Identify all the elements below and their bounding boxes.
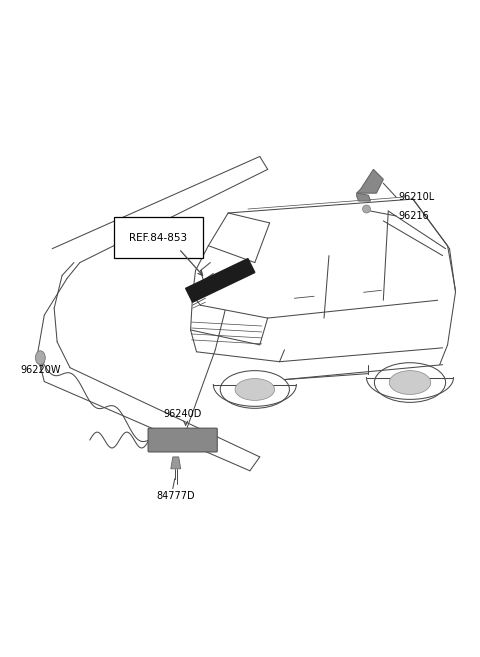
Polygon shape [357,193,371,201]
Ellipse shape [389,371,431,394]
Text: REF.84-853: REF.84-853 [129,233,187,243]
Polygon shape [186,259,255,302]
Text: 96240D: 96240D [163,409,201,419]
Polygon shape [171,457,180,469]
Ellipse shape [235,378,275,400]
Circle shape [362,205,371,213]
Text: 96220W: 96220W [21,365,61,374]
Polygon shape [357,170,384,193]
FancyBboxPatch shape [148,428,217,452]
Text: 96210L: 96210L [398,192,434,202]
Text: 96216: 96216 [398,211,429,221]
Ellipse shape [36,351,45,365]
Text: 84777D: 84777D [156,491,194,501]
